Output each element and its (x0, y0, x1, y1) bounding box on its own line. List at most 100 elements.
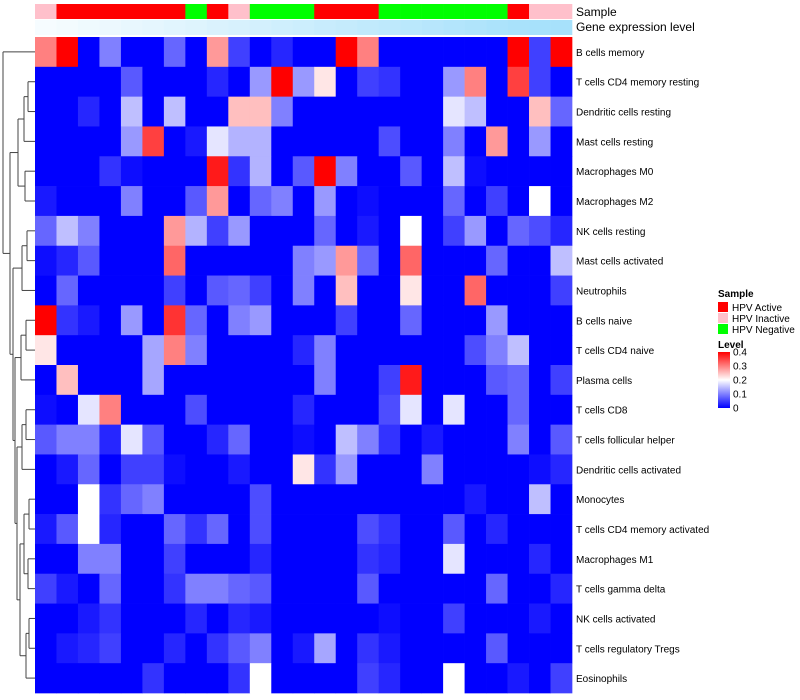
heatmap-cell (400, 603, 422, 634)
heatmap-cell (550, 514, 573, 545)
heatmap-cell (228, 156, 251, 187)
heatmap-cell (56, 275, 79, 306)
heatmap-cell (292, 66, 315, 97)
heatmap-cell (507, 245, 530, 276)
legend-swatch-hpv-active (718, 302, 728, 312)
heatmap-cell (486, 215, 508, 247)
heatmap-cell (357, 394, 380, 425)
heatmap-cell (142, 543, 165, 575)
heatmap-cell (271, 37, 294, 68)
heatmap-cell (464, 335, 487, 366)
heatmap-cell (120, 275, 143, 306)
row-label: T cells CD4 naive (576, 346, 655, 357)
heatmap-cell (206, 663, 229, 694)
heatmap-cell (357, 633, 380, 664)
heatmap-cell (550, 305, 573, 336)
heatmap-cell (357, 365, 380, 396)
heatmap-cell (400, 365, 422, 396)
heatmap-cell (77, 663, 100, 694)
heatmap-cell (77, 484, 100, 515)
heatmap-cell (77, 96, 100, 127)
heatmap-cell (163, 305, 186, 336)
heatmap-cell (314, 126, 337, 157)
heatmap-cell (507, 37, 530, 68)
row-label: Dendritic cells activated (576, 465, 681, 476)
heatmap-cell (77, 37, 100, 68)
heatmap-cell (357, 335, 380, 366)
heatmap-cell (56, 633, 79, 664)
heatmap-cell (400, 454, 422, 485)
heatmap-cell (314, 484, 337, 515)
heatmap-cell (77, 603, 100, 634)
heatmap-cell (314, 156, 337, 187)
heatmap-cell (163, 514, 186, 545)
heatmap-cell (292, 305, 315, 336)
heatmap-cell (443, 394, 465, 425)
heatmap-cell (486, 96, 508, 127)
heatmap-cell (314, 275, 337, 306)
row-label: Macrophages M0 (576, 167, 654, 178)
row-label: T cells CD4 memory resting (576, 78, 699, 89)
level-tick-label: 0.4 (733, 348, 747, 359)
heatmap-cell (163, 126, 186, 157)
heatmap-cell (77, 335, 100, 366)
heatmap-cell (421, 126, 444, 157)
heatmap-cell (529, 424, 551, 455)
row-label: T cells gamma delta (576, 585, 666, 596)
heatmap-cell (443, 424, 465, 455)
heatmap-cell (335, 275, 358, 306)
heatmap-cell (486, 335, 508, 366)
heatmap-cell (443, 335, 465, 366)
heatmap-cell (550, 663, 573, 694)
heatmap-cell (464, 394, 487, 425)
heatmap-cell (185, 186, 208, 217)
heatmap-cell (400, 543, 422, 575)
heatmap-cell (249, 186, 272, 217)
heatmap-cell (271, 663, 294, 694)
heatmap-cell (550, 633, 573, 664)
heatmap-cell (99, 37, 122, 68)
heatmap-cell (56, 454, 79, 485)
heatmap-cell (35, 156, 57, 187)
heatmap-cell (486, 573, 508, 604)
heatmap-cell (77, 365, 100, 396)
heatmap-cell (142, 394, 165, 425)
heatmap-cell (77, 245, 100, 276)
heatmap-cell (120, 454, 143, 485)
heatmap-cell (443, 66, 465, 97)
gene-expression-annotation-bar (35, 20, 573, 35)
heatmap-cell (56, 573, 79, 604)
heatmap-cell (529, 335, 551, 366)
heatmap-cell (35, 394, 57, 425)
heatmap-cell (421, 156, 444, 187)
sample-annotation-cell (206, 4, 229, 19)
heatmap-cell (314, 514, 337, 545)
heatmap-cell (56, 365, 79, 396)
heatmap-cell (56, 514, 79, 545)
heatmap-cell (249, 215, 272, 247)
row-labels: B cells memory T cells CD4 memory resting… (576, 48, 709, 685)
heatmap-cell (507, 633, 530, 664)
heatmap-cell (163, 156, 186, 187)
heatmap-cell (142, 66, 165, 97)
heatmap-cell (486, 543, 508, 575)
heatmap-cell (271, 186, 294, 217)
heatmap-cell (335, 514, 358, 545)
heatmap-cell (163, 365, 186, 396)
heatmap-cell (163, 603, 186, 634)
level-tick-label: 0.3 (733, 362, 747, 373)
heatmap-cell (56, 245, 79, 276)
heatmap-cell (185, 96, 208, 127)
heatmap-cell (464, 37, 487, 68)
heatmap-cell (271, 335, 294, 366)
heatmap-cell (206, 633, 229, 664)
heatmap-cell (77, 186, 100, 217)
heatmap-cell (378, 126, 401, 157)
heatmap-cell (249, 245, 272, 276)
heatmap-cell (400, 37, 422, 68)
heatmap-cell (378, 603, 401, 634)
heatmap-cell (314, 663, 337, 694)
heatmap-cell (335, 663, 358, 694)
sample-annotation-cell (486, 4, 508, 19)
heatmap-cell (142, 186, 165, 217)
